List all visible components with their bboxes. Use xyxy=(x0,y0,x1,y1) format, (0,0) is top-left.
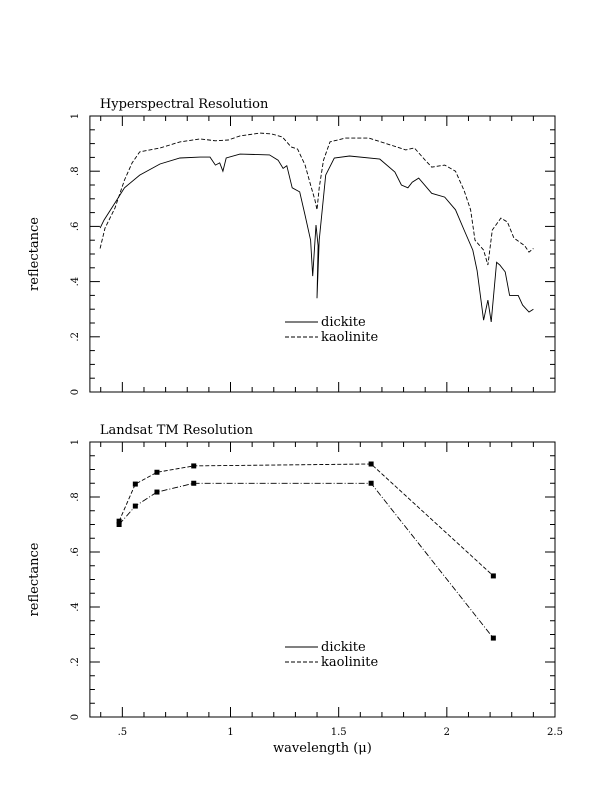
y-tick-label: 0 xyxy=(70,714,81,720)
x-tick-label: 2 xyxy=(444,727,450,738)
data-point-dickite xyxy=(191,480,197,486)
y-tick-label: 0 xyxy=(70,389,81,395)
x-axis-label: wavelength (μ) xyxy=(273,741,372,756)
y-axis-label: reflectance xyxy=(27,217,42,291)
data-point-dickite xyxy=(490,635,496,641)
y-tick-label: .2 xyxy=(70,332,81,342)
x-tick-label: 1 xyxy=(227,727,233,738)
y-tick-label: .4 xyxy=(70,277,81,287)
legend-label-dickite: dickite xyxy=(321,315,366,330)
data-point-dickite xyxy=(368,480,374,486)
data-point-kaolinite xyxy=(490,573,496,579)
y-tick-label: .6 xyxy=(70,547,81,557)
series-line-dickite xyxy=(118,482,494,639)
legend-label-dickite: dickite xyxy=(321,640,366,655)
y-tick-label: .8 xyxy=(70,492,81,502)
y-tick-label: .6 xyxy=(70,222,81,232)
x-tick-label: 2.5 xyxy=(547,727,563,738)
panel-0: 0 .2 .4 .6 .8 1 Hyperspectral Resolution reflec… xyxy=(27,97,556,395)
series-line-kaolinite xyxy=(99,132,534,266)
plot-frame xyxy=(89,441,556,718)
y-tick-label: .4 xyxy=(70,602,81,612)
data-point-kaolinite xyxy=(368,461,374,467)
data-point-dickite xyxy=(116,522,122,527)
data-point-kaolinite xyxy=(191,463,197,469)
chart-title: Hyperspectral Resolution xyxy=(100,97,269,112)
plot-frame xyxy=(89,115,556,393)
y-axis-label: reflectance xyxy=(27,542,42,616)
legend-label-kaolinite: kaolinite xyxy=(321,655,379,670)
data-point-dickite xyxy=(132,503,138,509)
y-tick-label: 1 xyxy=(70,439,81,445)
y-tick-label: .8 xyxy=(70,166,81,176)
x-tick-label: .5 xyxy=(118,727,128,738)
legend-label-kaolinite: kaolinite xyxy=(321,330,379,345)
y-tick-label: 1 xyxy=(70,113,81,119)
y-tick-label: .2 xyxy=(70,657,81,667)
data-point-dickite xyxy=(154,489,160,495)
series-line-kaolinite xyxy=(118,463,494,577)
x-tick-label: 1.5 xyxy=(331,727,347,738)
chart-title: Landsat TM Resolution xyxy=(100,423,254,438)
series-line-dickite xyxy=(99,153,534,322)
data-point-kaolinite xyxy=(132,481,138,487)
data-point-kaolinite xyxy=(154,469,160,475)
data-point-kaolinite xyxy=(116,518,122,524)
